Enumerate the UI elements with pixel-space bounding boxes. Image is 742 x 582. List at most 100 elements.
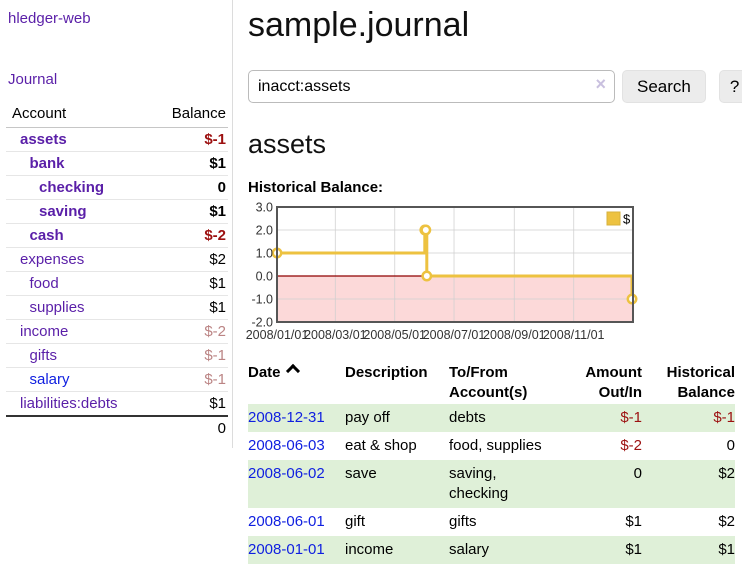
transaction-balance: $2 <box>718 513 735 530</box>
svg-text:-2.0: -2.0 <box>251 316 273 330</box>
account-balance: $-1 <box>149 343 228 368</box>
accounts-col-account: Account <box>6 102 150 128</box>
sidebar-account-gifts[interactable]: gifts <box>29 347 58 364</box>
svg-text:2008/07/01: 2008/07/01 <box>423 328 486 342</box>
transaction-amount: 0 <box>633 465 642 482</box>
account-row: income $-2 <box>6 319 228 344</box>
search-form: × Search ? <box>248 70 742 103</box>
transaction-date-link[interactable]: 2008-06-03 <box>248 437 325 454</box>
account-balance: $1 <box>149 391 228 417</box>
account-row: checking 0 <box>6 175 228 200</box>
account-balance: $1 <box>149 199 228 224</box>
account-balance: $1 <box>149 151 228 176</box>
account-balance: $-1 <box>149 127 228 152</box>
sidebar-account-cash[interactable]: cash <box>29 227 64 244</box>
sidebar-account-income[interactable]: income <box>20 323 69 340</box>
historical-balance-chart: $3.0 2.0 1.0 0.0 -1.0 -2.0 2008/01/01 2008/03/0… <box>246 201 735 343</box>
transaction-description: eat & shop <box>345 437 417 454</box>
transaction-description: gift <box>345 513 366 530</box>
transaction-row: 2008-06-01 gift gifts $1 $2 <box>248 508 735 536</box>
transaction-date-link[interactable]: 2008-06-01 <box>248 513 325 530</box>
transaction-row: 2008-01-01 income salary $1 $1 <box>248 536 735 564</box>
svg-text:2008/11/01: 2008/11/01 <box>543 328 605 342</box>
account-balance: $-2 <box>149 223 228 248</box>
account-balance: $-2 <box>149 319 228 344</box>
sidebar: hledger-web Journal Account Balance asse… <box>0 0 233 448</box>
sidebar-account-salary[interactable]: salary <box>29 371 70 388</box>
transaction-balance: $-1 <box>713 409 735 426</box>
svg-text:0.0: 0.0 <box>256 270 273 284</box>
svg-text:2008/09/01: 2008/09/01 <box>483 328 546 342</box>
transaction-description: save <box>345 465 377 482</box>
register-col-description: Description <box>345 364 428 381</box>
page-title: sample.journal <box>248 6 470 44</box>
sidebar-account-checking[interactable]: checking <box>39 179 105 196</box>
transaction-accounts: debts <box>449 409 486 426</box>
account-balance: 0 <box>149 175 228 200</box>
svg-text:-1.0: -1.0 <box>251 293 273 307</box>
transaction-amount: $1 <box>625 513 642 530</box>
sidebar-account-food[interactable]: food <box>29 275 59 292</box>
account-row: liabilities:debts $1 <box>6 391 228 417</box>
account-balance: $1 <box>149 271 228 296</box>
register-col-date[interactable]: Date <box>248 362 345 404</box>
transaction-accounts: food, supplies <box>449 437 542 454</box>
brand-link[interactable]: hledger-web <box>8 10 91 27</box>
svg-text:2008/05/01: 2008/05/01 <box>363 328 426 342</box>
transaction-row: 2008-06-03 eat & shop food, supplies $-2 0 <box>248 432 735 460</box>
clear-search-icon[interactable]: × <box>595 74 606 94</box>
sidebar-account-assets[interactable]: assets <box>20 131 67 148</box>
svg-text:2.0: 2.0 <box>256 224 273 238</box>
svg-text:3.0: 3.0 <box>256 201 273 215</box>
transaction-amount: $-1 <box>620 409 642 426</box>
register-col-to-from-account-s: To/From Account(s) <box>449 364 528 401</box>
svg-text:1.0: 1.0 <box>256 247 273 261</box>
sidebar-item-journal[interactable]: Journal <box>8 71 58 88</box>
transaction-row: 2008-12-31 pay off debts $-1 $-1 <box>248 404 735 432</box>
register-col-historical-balance: Historical Balance <box>666 364 735 401</box>
account-row: expenses $2 <box>6 247 228 272</box>
account-balance: $-1 <box>149 367 228 392</box>
search-input-wrap: × <box>248 70 615 103</box>
account-row: assets $-1 <box>6 127 228 152</box>
help-button[interactable]: ? <box>718 70 742 103</box>
account-row: cash $-2 <box>6 223 228 248</box>
account-heading: assets <box>248 129 327 159</box>
accounts-total-balance: 0 <box>149 415 228 440</box>
transaction-description: income <box>345 541 394 558</box>
transaction-balance: $2 <box>718 465 735 482</box>
transaction-description: pay off <box>345 409 390 426</box>
transaction-accounts: gifts <box>449 513 477 530</box>
main-content: sample.journal × Search ? assets Histori… <box>246 0 742 564</box>
transaction-amount: $1 <box>625 541 642 558</box>
accounts-total-row: 0 <box>6 415 228 440</box>
transaction-accounts: saving, checking <box>449 465 509 502</box>
svg-text:$: $ <box>623 212 631 227</box>
account-row: supplies $1 <box>6 295 228 320</box>
sort-ascending-icon <box>285 363 300 379</box>
sidebar-account-bank[interactable]: bank <box>29 155 65 172</box>
sidebar-account-expenses[interactable]: expenses <box>20 251 85 268</box>
account-balance: $1 <box>149 295 228 320</box>
transaction-date-link[interactable]: 2008-01-01 <box>248 541 325 558</box>
sidebar-account-liabilities-debts[interactable]: liabilities:debts <box>20 395 118 412</box>
transaction-date-link[interactable]: 2008-12-31 <box>248 409 325 426</box>
svg-text:2008/03/01: 2008/03/01 <box>304 328 367 342</box>
search-button[interactable]: Search <box>622 70 706 103</box>
chart-title: Historical Balance: <box>248 179 384 196</box>
transaction-accounts: salary <box>449 541 490 558</box>
search-input[interactable] <box>248 70 615 103</box>
sidebar-account-supplies[interactable]: supplies <box>29 299 85 316</box>
accounts-table: Account Balance assets $-1 bank $1 checking 0… <box>6 102 228 440</box>
register-col-amount-out-in: Amount Out/In <box>585 364 642 401</box>
account-balance: $2 <box>149 247 228 272</box>
transaction-amount: $-2 <box>620 437 642 454</box>
transaction-balance: $1 <box>718 541 735 558</box>
account-row: saving $1 <box>6 199 228 224</box>
transaction-date-link[interactable]: 2008-06-02 <box>248 465 325 482</box>
account-row: bank $1 <box>6 151 228 176</box>
svg-text:2008/01/01: 2008/01/01 <box>246 328 309 342</box>
sidebar-account-saving[interactable]: saving <box>39 203 87 220</box>
account-row: salary $-1 <box>6 367 228 392</box>
register-table: Date Description To/From Account(s) Amount … <box>248 362 735 564</box>
